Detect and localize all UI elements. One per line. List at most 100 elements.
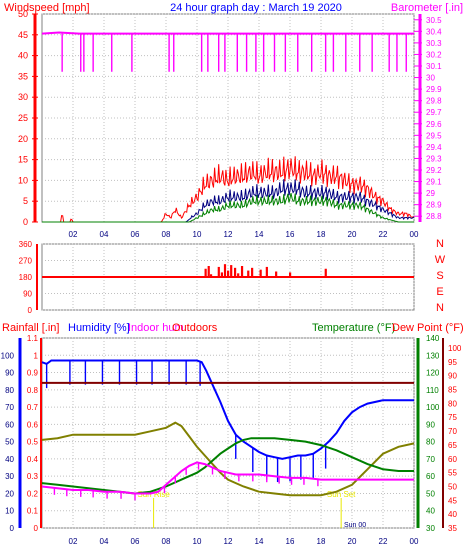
weather-x-tick: 02 [69, 537, 78, 546]
barometer-tick: 29.2 [426, 166, 442, 175]
direction-bar [204, 268, 207, 277]
barometer-tick: 28.9 [426, 201, 442, 210]
direction-bar [209, 274, 213, 277]
direction-y-tick: 90 [23, 290, 32, 299]
compass-label: W [435, 254, 446, 266]
direction-bar [289, 272, 292, 277]
wind-y-tick: 0 [23, 217, 28, 227]
wind-x-tick: 02 [69, 230, 78, 239]
humidity-tick: 10 [5, 507, 14, 516]
humidity-tick: 80 [5, 386, 14, 395]
dew-point-tick: 65 [448, 441, 457, 450]
wind-y-tick: 25 [18, 113, 28, 123]
rainfall-tick: 0.2 [27, 489, 39, 498]
humidity-tick: 50 [5, 438, 14, 447]
humidity-series [41, 359, 414, 460]
dew-point-tick: 80 [448, 399, 457, 408]
barometer-tick: 30.3 [426, 39, 442, 48]
humidity-tick: 20 [5, 489, 14, 498]
temperature-tick: 60 [426, 472, 435, 481]
wind-x-tick: 12 [224, 230, 233, 239]
weather-x-tick: 10 [193, 537, 202, 546]
wind-y-tick: 45 [18, 30, 28, 40]
sunset-label: Sun Set [327, 490, 356, 499]
dew-point-tick: 100 [448, 344, 462, 353]
barometer-tick: 30.4 [426, 27, 442, 36]
barometer-tick: 29.8 [426, 97, 442, 106]
wind-x-tick: 06 [131, 230, 140, 239]
dew-point-tick: 45 [448, 496, 457, 505]
weather-x-tick: 14 [255, 537, 264, 546]
wind-y-tick: 10 [18, 175, 28, 185]
compass-label: S [436, 270, 443, 282]
barometer-tick: 29.5 [426, 131, 442, 140]
wind-x-tick: 18 [317, 230, 326, 239]
dew-point-tick: 40 [448, 510, 457, 519]
temperature-tick: 90 [426, 420, 435, 429]
temperature-axis-title: Temperature (°F) [312, 322, 395, 334]
wind-x-tick: 14 [255, 230, 264, 239]
humidity-axis-title: Humidity [%] [68, 322, 130, 334]
humidity-tick: 100 [1, 351, 15, 360]
direction-bar [259, 269, 262, 277]
rainfall-tick: 1.1 [27, 334, 39, 343]
temperature-tick: 100 [426, 403, 440, 412]
wind-y-tick: 50 [18, 9, 28, 19]
direction-y-tick: 360 [19, 240, 33, 249]
indoor-humidity-label: Indoor hum [128, 322, 184, 334]
dew-point-tick: 75 [448, 413, 457, 422]
barometer-tick: 29.6 [426, 120, 442, 129]
barometer-tick: 30.5 [426, 16, 442, 25]
indoor-temp-series [41, 461, 414, 495]
dew-point-tick: 55 [448, 469, 457, 478]
direction-y-tick: 0 [28, 306, 33, 315]
rainfall-tick: 0.4 [27, 455, 39, 464]
rainfall-tick: 0.8 [27, 386, 39, 395]
rainfall-tick: 0.7 [27, 403, 39, 412]
direction-bar [217, 266, 220, 277]
dew-point-axis-title: Dew Point (°F) [392, 322, 464, 334]
wind-series-speed [42, 193, 414, 223]
direction-bar [230, 265, 233, 277]
direction-bar [220, 272, 223, 277]
wind-x-tick: 22 [379, 230, 388, 239]
weather-panel: 0 0.1 0.2 0.3 0.4 0.5 0.6 0.7 0.8 0.9 1 1.1 0 10 20 30 4… [1, 334, 462, 546]
weather-x-tick: 00 [410, 537, 419, 546]
weather-x-tick: 18 [317, 537, 326, 546]
barometer-tick: 30 [426, 74, 435, 83]
barometer-tick: 30.2 [426, 50, 442, 59]
sunrise-label: Sun Rise [137, 490, 170, 499]
humidity-tick: 0 [10, 524, 15, 533]
wind-x-tick: 00 [410, 230, 419, 239]
weather-x-tick: 08 [162, 537, 171, 546]
dew-point-tick: 90 [448, 372, 457, 381]
humidity-tick: 40 [5, 455, 14, 464]
temperature-tick: 30 [426, 524, 435, 533]
direction-bar [207, 266, 210, 277]
compass-label: N [436, 302, 444, 314]
wind-y-tick: 35 [18, 71, 28, 81]
barometer-axis-title: Barometer [.in] [391, 2, 463, 14]
rainfall-tick: 0 [34, 524, 39, 533]
weather-x-tick: 12 [224, 537, 233, 546]
barometer-tick: 30.1 [426, 62, 442, 71]
barometer-tick: 28.8 [426, 212, 442, 221]
weather-x-tick: 16 [286, 537, 295, 546]
direction-y-tick: 180 [19, 273, 33, 282]
barometer-tick: 29.3 [426, 154, 442, 163]
rainfall-tick: 0.6 [27, 420, 39, 429]
humidity-tick: 60 [5, 420, 14, 429]
barometer-tick: 29 [426, 189, 435, 198]
rainfall-tick: 1 [34, 351, 39, 360]
weather-x-tick: 20 [348, 537, 357, 546]
temperature-tick: 140 [426, 334, 440, 343]
chart-title: 24 hour graph day : March 19 2020 [170, 2, 342, 14]
rainfall-tick: 0.5 [27, 438, 39, 447]
wind-y-tick: 30 [18, 92, 28, 102]
temperature-tick: 40 [426, 507, 435, 516]
direction-bar [233, 267, 237, 277]
outdoors-label: Outdoors [172, 322, 218, 334]
rainfall-axis-title: Rainfall [.in] [2, 322, 59, 334]
wind-panel: 0 5 10 15 20 25 30 35 40 45 50 02 04 06 08 10 12 14 16 18 20… [18, 9, 442, 239]
